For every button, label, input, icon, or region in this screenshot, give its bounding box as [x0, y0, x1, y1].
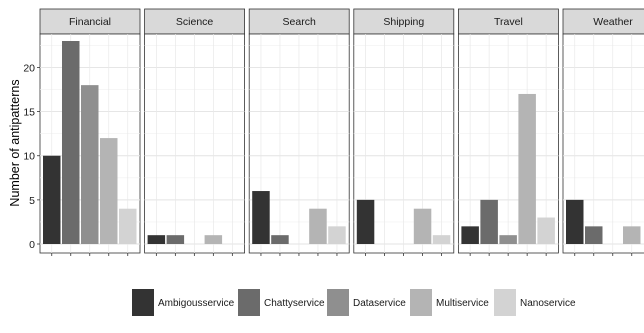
facet-strip [39, 8, 141, 35]
legend: Ambigousservice Chattyservice Dataservice M… [132, 289, 576, 316]
facet-panel-shipping: Shipping [353, 8, 455, 256]
legend-label: Dataservice [353, 298, 406, 309]
bar-travel-multiservice [518, 93, 536, 245]
legend-label: Chattyservice [264, 298, 325, 309]
y-tick-label: 20 [23, 62, 35, 74]
legend-key [238, 289, 260, 316]
legend-item-dataservice: Dataservice [327, 289, 406, 316]
legend-item-multiservice: Multiservice [410, 289, 489, 316]
legend-label: Multiservice [436, 298, 489, 309]
facet-label: Shipping [383, 16, 424, 28]
bar-weather-chattyservice [585, 226, 603, 244]
bar-weather-ambigousservice [566, 199, 584, 244]
legend-key [132, 289, 154, 316]
bar-financial-chattyservice [62, 41, 80, 244]
legend-label: Ambigousservice [158, 298, 235, 309]
facet-strip [144, 8, 246, 35]
bar-financial-dataservice [81, 85, 99, 244]
y-axis: 0 5 10 15 20 [23, 62, 40, 251]
bar-science-chattyservice [166, 235, 185, 244]
facet-label: Science [176, 16, 214, 28]
facet-strip [353, 8, 455, 35]
facet-label: Travel [494, 16, 523, 28]
bar-travel-dataservice [499, 235, 517, 244]
bar-shipping-ambigousservice [356, 199, 375, 244]
facet-panels: Financial Science Search Shipping Travel Weat… [39, 8, 644, 256]
bar-travel-chattyservice [480, 199, 498, 244]
bar-science-multiservice [204, 235, 223, 244]
bar-financial-nanoservice [119, 208, 137, 244]
legend-item-nanoservice: Nanoservice [494, 289, 576, 316]
legend-item-ambigousservice: Ambigousservice [132, 289, 235, 316]
bar-financial-ambigousservice [43, 155, 61, 244]
legend-key [494, 289, 516, 316]
y-axis-title: Number of antipatterns [8, 79, 22, 206]
bar-science-ambigousservice [147, 235, 166, 244]
facet-panel-search: Search [248, 8, 350, 256]
y-tick-label: 0 [29, 239, 35, 251]
legend-key [410, 289, 432, 316]
facet-panel-science: Science [144, 8, 246, 256]
bar-search-ambigousservice [252, 191, 270, 244]
facet-label: Search [283, 16, 316, 28]
legend-item-chattyservice: Chattyservice [238, 289, 325, 316]
facet-panel-financial: Financial [39, 8, 141, 256]
y-tick-label: 5 [29, 195, 35, 207]
bar-search-multiservice [309, 208, 327, 244]
facet-panel-weather: Weather [562, 8, 644, 256]
facet-panel-travel: Travel [457, 8, 559, 256]
legend-label: Nanoservice [520, 298, 576, 309]
bar-search-nanoservice [328, 226, 346, 244]
bar-weather-multiservice [623, 226, 641, 244]
bar-travel-nanoservice [537, 217, 555, 244]
legend-key [327, 289, 349, 316]
bar-shipping-nanoservice [432, 235, 451, 244]
facet-strip [457, 8, 559, 35]
bar-travel-ambigousservice [461, 226, 479, 244]
y-tick-label: 10 [23, 151, 35, 163]
y-tick-label: 15 [23, 107, 35, 119]
bar-search-chattyservice [271, 235, 289, 244]
bar-financial-multiservice [100, 138, 118, 244]
facet-strip [248, 8, 350, 35]
facet-label: Financial [69, 16, 111, 28]
facet-label: Weather [593, 16, 633, 28]
bar-shipping-multiservice [413, 208, 432, 244]
